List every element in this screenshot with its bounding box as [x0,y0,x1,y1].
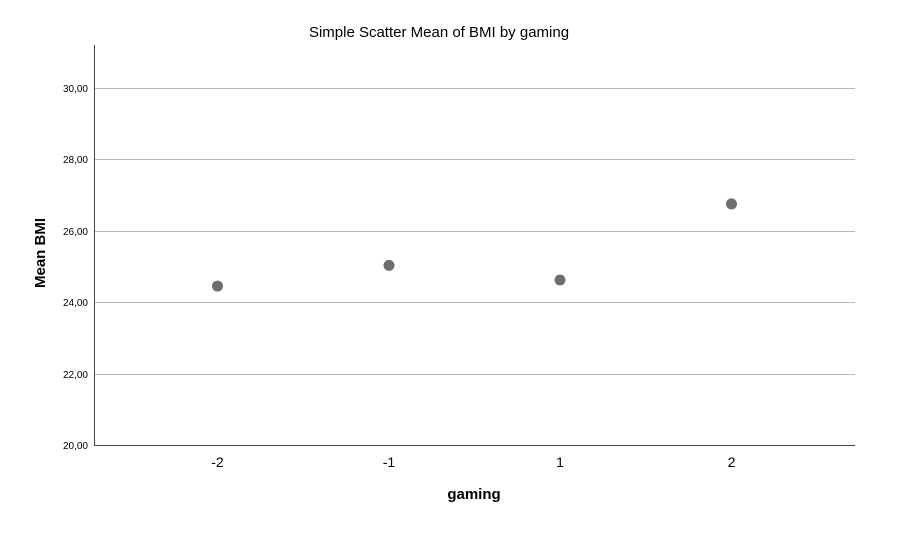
data-points [212,198,737,292]
y-tick-labels: 20,00 22,00 24,00 26,00 28,00 30,00 [63,84,88,452]
y-tick-label: 30,00 [63,84,88,95]
y-tick-label: 22,00 [63,370,88,381]
gridlines [94,88,855,375]
x-tick-label: 1 [556,454,564,470]
y-tick-label: 28,00 [63,155,88,166]
data-point [726,198,737,210]
y-axis-title: Mean BMI [32,218,49,288]
data-point [212,280,223,292]
data-point [554,274,566,286]
y-tick-label: 20,00 [63,441,88,452]
x-axis-title: gaming [447,486,500,503]
y-tick-label: 26,00 [63,227,88,238]
axes [94,45,855,446]
x-tick-label: -2 [211,454,224,470]
chart-title: Simple Scatter Mean of BMI by gaming [309,24,569,41]
data-point [383,259,395,271]
x-tick-labels: -2 -1 1 2 [211,454,735,470]
x-tick-label: -1 [383,454,396,470]
y-tick-label: 24,00 [63,298,88,309]
x-tick-label: 2 [728,454,736,470]
